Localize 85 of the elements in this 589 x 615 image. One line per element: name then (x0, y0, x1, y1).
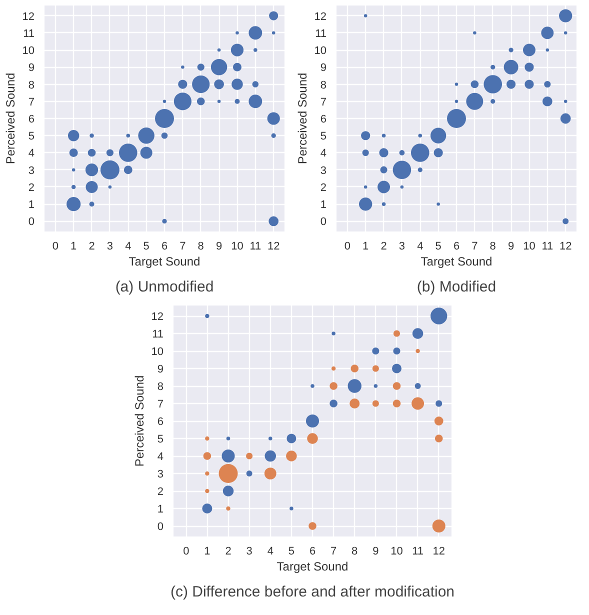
x-tick-label: 12 (267, 240, 280, 252)
y-tick-label: 7 (28, 96, 35, 108)
x-tick-label: 7 (472, 240, 478, 252)
x-tick-label: 8 (490, 240, 496, 252)
y-tick-label: 9 (157, 364, 164, 376)
x-tick-label: 12 (559, 240, 572, 252)
y-tick-label: 12 (22, 10, 35, 23)
x-tick-label: 5 (288, 546, 295, 558)
x-tick-label: 12 (432, 546, 445, 558)
x-tick-label: 5 (435, 240, 442, 252)
y-tick-label: 12 (151, 311, 164, 323)
y-tick-label: 3 (157, 468, 164, 480)
y-tick-label: 4 (320, 148, 327, 160)
x-tick-label: 8 (198, 240, 204, 252)
x-tick-label: 2 (225, 546, 232, 558)
x-axis-title: Target Sound (128, 254, 200, 268)
x-tick-label: 2 (380, 240, 387, 252)
y-tick-label: 8 (320, 79, 327, 92)
y-tick-label: 0 (28, 216, 35, 228)
y-tick-label: 0 (157, 521, 164, 533)
y-tick-label: 11 (152, 328, 164, 340)
y-tick-label: 10 (151, 346, 164, 358)
y-tick-label: 8 (28, 79, 35, 92)
x-tick-label: 4 (267, 546, 274, 558)
x-tick-label: 3 (398, 240, 406, 252)
x-tick-label: 11 (542, 240, 554, 252)
x-tick-label: 0 (183, 546, 190, 558)
text: (c) Difference before and after modification (170, 584, 455, 600)
y-tick-label: 9 (28, 62, 35, 74)
x-tick-label: 1 (204, 546, 210, 558)
x-tick-label: 3 (246, 546, 252, 558)
y-tick-label: 6 (320, 114, 327, 126)
x-tick-label: 11 (250, 240, 262, 252)
x-tick-label: 2 (88, 240, 95, 252)
y-tick-label: 2 (28, 182, 35, 194)
x-tick-label: 4 (417, 240, 424, 252)
x-tick-label: 10 (390, 546, 403, 558)
y-tick-label: 3 (28, 164, 35, 177)
y-tick-label: 5 (28, 130, 35, 143)
y-tick-label: 10 (22, 45, 35, 58)
y-tick-label: 1 (28, 199, 35, 212)
y-tick-label: 4 (157, 451, 164, 463)
y-tick-label: 1 (320, 199, 327, 212)
y-tick-label: 7 (320, 96, 327, 108)
y-axis-title: Perceived Sound (3, 72, 18, 164)
x-axis-title: Target Sound (420, 254, 492, 268)
x-tick-label: 9 (216, 240, 222, 252)
y-tick-label: 3 (320, 164, 327, 177)
y-tick-label: 4 (28, 148, 35, 160)
x-tick-label: 7 (330, 546, 337, 558)
text: (b) Modified (416, 278, 496, 296)
x-tick-label: 7 (180, 240, 186, 252)
x-tick-label: 10 (231, 240, 244, 252)
y-tick-label: 6 (157, 416, 164, 428)
y-tick-label: 2 (157, 486, 164, 498)
x-tick-label: 4 (125, 240, 132, 252)
x-tick-label: 1 (70, 240, 77, 252)
x-tick-label: 6 (453, 240, 460, 252)
x-axis-title: Target Sound (276, 560, 348, 574)
y-tick-label: 10 (314, 45, 327, 58)
y-tick-label: 0 (320, 216, 327, 228)
x-tick-label: 1 (362, 240, 369, 252)
x-tick-label: 8 (352, 546, 358, 558)
y-tick-label: 11 (23, 28, 35, 40)
y-tick-label: 2 (320, 182, 327, 194)
y-tick-label: 5 (320, 130, 327, 143)
y-tick-label: 6 (28, 114, 35, 126)
y-tick-label: 11 (315, 28, 327, 40)
x-tick-label: 3 (106, 240, 114, 252)
x-tick-label: 11 (412, 546, 424, 558)
y-tick-label: 12 (314, 10, 327, 23)
y-axis-title: Perceived Sound (295, 72, 310, 164)
x-tick-label: 9 (372, 546, 379, 558)
x-tick-label: 0 (52, 240, 58, 252)
text: (a) Unmodified (115, 278, 214, 296)
x-tick-label: 0 (344, 240, 350, 252)
y-axis-title: Perceived Sound (132, 375, 146, 467)
x-tick-label: 5 (143, 240, 150, 252)
x-tick-label: 9 (508, 240, 514, 252)
y-tick-label: 5 (157, 434, 164, 446)
y-tick-label: 8 (157, 381, 164, 393)
y-tick-label: 1 (157, 504, 164, 516)
y-tick-label: 7 (157, 398, 164, 410)
x-tick-label: 10 (523, 240, 536, 252)
y-tick-label: 9 (320, 62, 327, 74)
